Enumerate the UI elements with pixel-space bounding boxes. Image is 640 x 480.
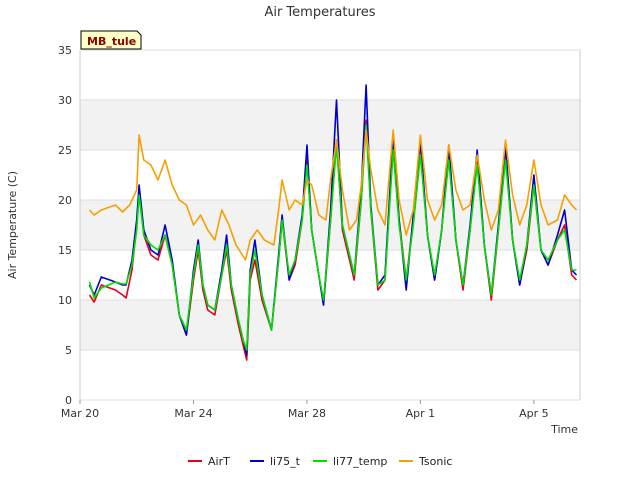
legend-label: li77_temp [333, 455, 387, 468]
badge-box [80, 30, 142, 50]
y-tick-label: 15 [58, 244, 72, 257]
x-tick-label: Mar 24 [174, 407, 212, 420]
x-axis: Mar 20 Mar 24 Mar 28 Apr 1 Apr 5 [61, 400, 549, 420]
y-axis-label: Air Temperature (C) [6, 171, 19, 279]
series-line-tsonic [88, 129, 578, 261]
grid-band [80, 50, 580, 100]
y-tick-label: 30 [58, 94, 72, 107]
chart-title: Air Temperatures [264, 5, 375, 20]
y-axis: 0 5 10 15 20 25 30 35 [58, 44, 580, 407]
badge-label: MB_tule [87, 35, 136, 48]
y-tick-label: 25 [58, 144, 72, 157]
x-tick-label: Mar 20 [61, 407, 99, 420]
y-tick-label: 20 [58, 194, 72, 207]
grid-band [80, 300, 580, 350]
grid-band [80, 100, 580, 150]
y-tick-label: 35 [58, 44, 72, 57]
y-tick-label: 5 [65, 344, 72, 357]
legend-label: li75_t [270, 455, 301, 468]
legend-label: AirT [208, 455, 230, 468]
x-axis-label: Time [550, 423, 578, 436]
x-tick-label: Apr 5 [519, 407, 549, 420]
legend: AirT li75_t li77_temp Tsonic [188, 455, 452, 468]
x-tick-label: Apr 1 [406, 407, 436, 420]
x-tick-label: Mar 28 [288, 407, 326, 420]
legend-label: Tsonic [418, 455, 452, 468]
grid-band [80, 350, 580, 400]
station-badge: MB_tule [80, 30, 142, 50]
series-line-li77-temp [88, 124, 577, 351]
series-lines [88, 84, 578, 361]
grid-band [80, 250, 580, 300]
y-tick-label: 10 [58, 294, 72, 307]
y-tick-label: 0 [65, 394, 72, 407]
